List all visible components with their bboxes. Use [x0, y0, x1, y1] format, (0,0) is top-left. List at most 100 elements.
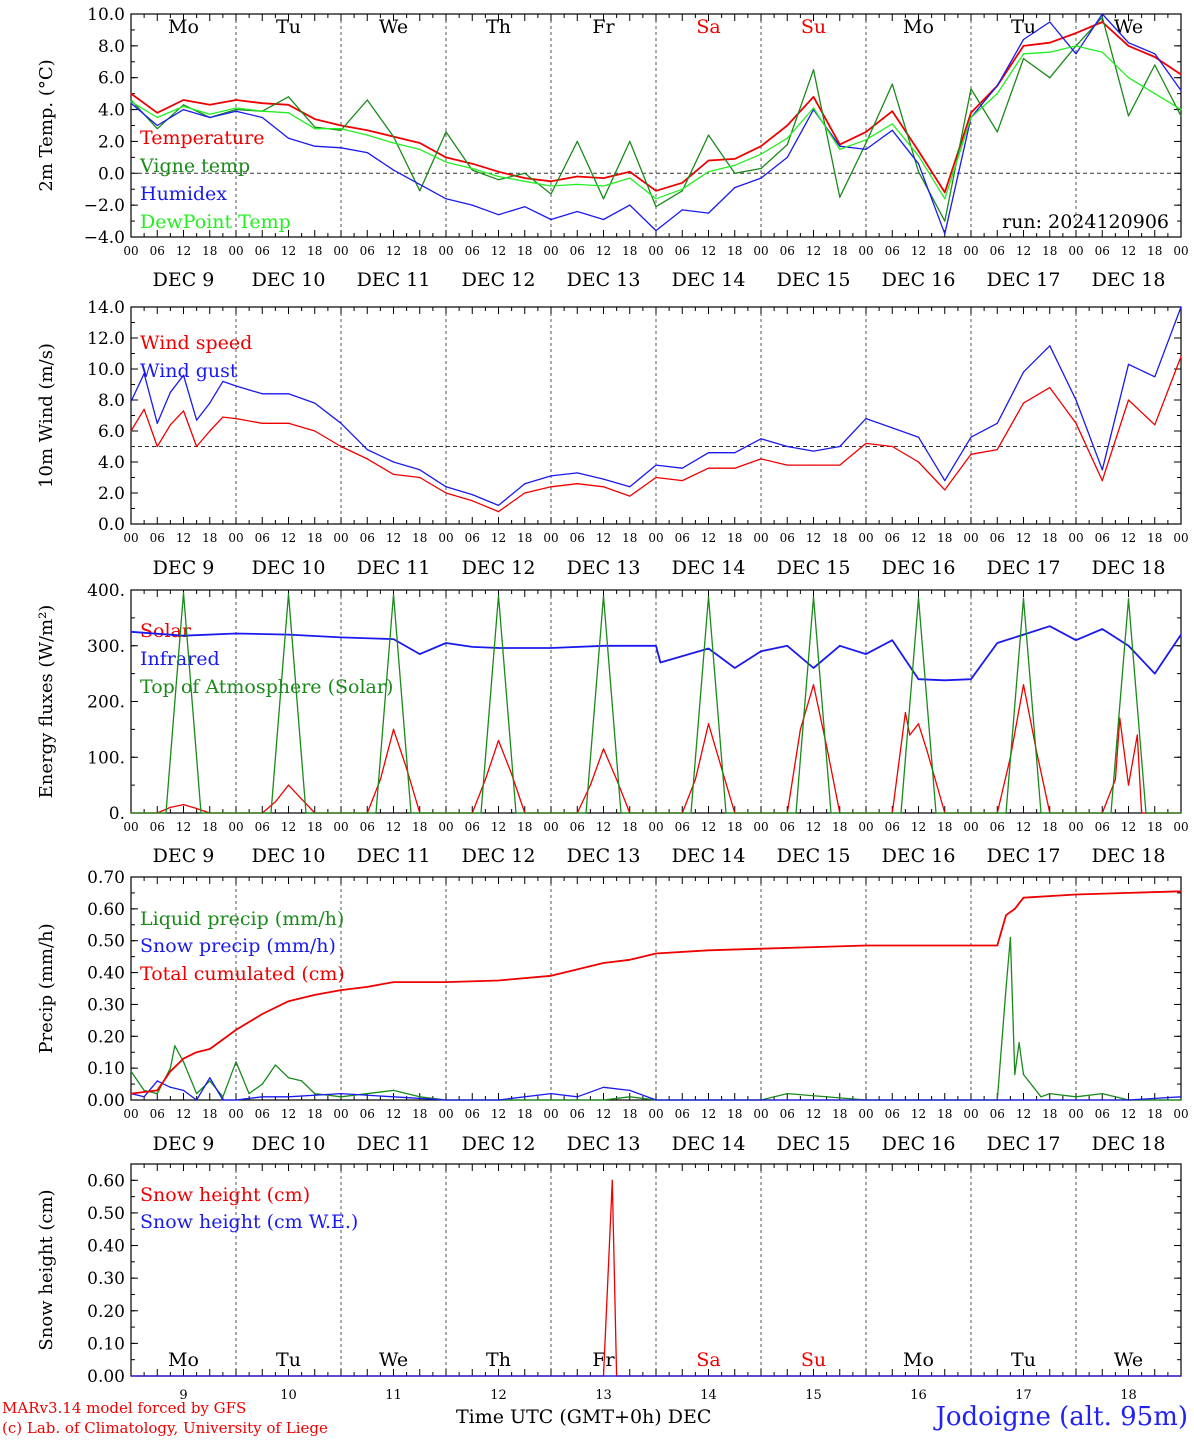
data-point	[1075, 423, 1076, 424]
hour-tick-label: 06	[990, 531, 1005, 545]
hour-tick-label: 00	[648, 820, 663, 834]
data-point	[813, 451, 814, 452]
data-point	[787, 465, 788, 466]
data-point	[970, 117, 971, 118]
data-point	[472, 205, 473, 206]
data-point	[419, 469, 420, 470]
data-point	[472, 170, 473, 171]
data-point	[393, 474, 394, 475]
weekday-label: We	[379, 16, 408, 38]
date-label: DEC 15	[777, 269, 851, 291]
hour-tick-label: 00	[438, 531, 453, 545]
data-point	[1075, 640, 1076, 641]
data-point	[200, 812, 201, 813]
data-point	[997, 93, 998, 94]
data-point	[682, 480, 683, 481]
hour-tick-label: 18	[412, 531, 427, 545]
date-label: DEC 13	[567, 1133, 641, 1155]
legend-entry: Top of Atmosphere (Solar)	[140, 676, 393, 698]
data-point	[944, 489, 945, 490]
hour-tick-label: 06	[465, 244, 480, 258]
hour-tick-label: 06	[885, 1107, 900, 1121]
data-point	[1180, 812, 1181, 813]
data-point	[340, 125, 341, 126]
data-point	[445, 486, 446, 487]
data-point	[734, 667, 735, 668]
data-point	[839, 465, 840, 466]
date-label: DEC 11	[357, 557, 431, 579]
hour-tick-label: 00	[123, 820, 138, 834]
data-point	[209, 114, 210, 115]
data-point	[970, 437, 971, 438]
hour-tick-label: 18	[832, 820, 847, 834]
data-point	[787, 157, 788, 158]
data-point	[997, 131, 998, 132]
data-point	[708, 213, 709, 214]
data-point	[892, 130, 893, 131]
data-point	[1110, 812, 1111, 813]
data-point	[550, 1093, 551, 1094]
data-point	[170, 424, 171, 425]
legend-entry: Snow precip (mm/h)	[140, 935, 336, 957]
data-point	[445, 492, 446, 493]
data-point	[393, 594, 394, 595]
data-point	[235, 111, 236, 112]
hour-tick-label: 00	[438, 244, 453, 258]
data-point	[288, 1077, 289, 1078]
data-point	[144, 1096, 145, 1097]
weekday-label: Sa	[696, 16, 720, 38]
data-point	[839, 446, 840, 447]
data-point	[813, 684, 814, 685]
data-point	[603, 645, 604, 646]
hour-tick-label: 18	[307, 244, 322, 258]
y-tick-label: 0.40	[87, 964, 125, 984]
hour-tick-label: 00	[648, 1107, 663, 1121]
data-point	[1102, 1093, 1103, 1094]
data-point	[708, 171, 709, 172]
date-label: DEC 10	[252, 845, 326, 867]
data-point	[1180, 1099, 1181, 1100]
data-point	[865, 149, 866, 150]
data-point	[340, 423, 341, 424]
data-point	[839, 645, 840, 646]
data-point	[620, 812, 621, 813]
data-point	[550, 185, 551, 186]
weekday-label: Tu	[1011, 1349, 1036, 1371]
data-point	[157, 423, 158, 424]
hour-tick-label: 18	[202, 820, 217, 834]
data-point	[209, 117, 210, 118]
data-point	[1049, 42, 1050, 43]
hour-tick-label: 00	[543, 1107, 558, 1121]
data-point	[577, 969, 578, 970]
data-point	[1102, 469, 1103, 470]
day-number-label: 18	[1120, 1388, 1137, 1403]
hour-tick-label: 00	[333, 820, 348, 834]
hour-tick-label: 12	[596, 244, 611, 258]
hour-tick-label: 06	[1095, 1107, 1110, 1121]
data-point	[682, 182, 683, 183]
data-point	[1075, 33, 1076, 34]
date-label: DEC 13	[567, 269, 641, 291]
legend-entry: Snow height (cm)	[140, 1184, 310, 1206]
hour-tick-label: 00	[1173, 820, 1188, 834]
y-tick-label: 0.10	[87, 1334, 125, 1354]
data-point	[1128, 598, 1129, 599]
data-point	[795, 812, 796, 813]
data-point	[445, 157, 446, 158]
data-point	[918, 461, 919, 462]
data-point	[498, 179, 499, 180]
data-point	[314, 119, 315, 120]
hour-tick-label: 00	[1068, 244, 1083, 258]
date-label: DEC 9	[153, 557, 215, 579]
data-point	[340, 637, 341, 638]
y-tick-label: 0.60	[87, 1171, 125, 1191]
data-point	[235, 633, 236, 634]
legend-entry: Infrared	[140, 648, 220, 670]
weekday-label: Tu	[276, 1349, 301, 1371]
hour-tick-label: 06	[780, 244, 795, 258]
data-point	[367, 449, 368, 450]
data-point	[760, 1099, 761, 1100]
date-label: DEC 17	[987, 557, 1061, 579]
data-point	[419, 184, 420, 185]
data-point	[1040, 812, 1041, 813]
